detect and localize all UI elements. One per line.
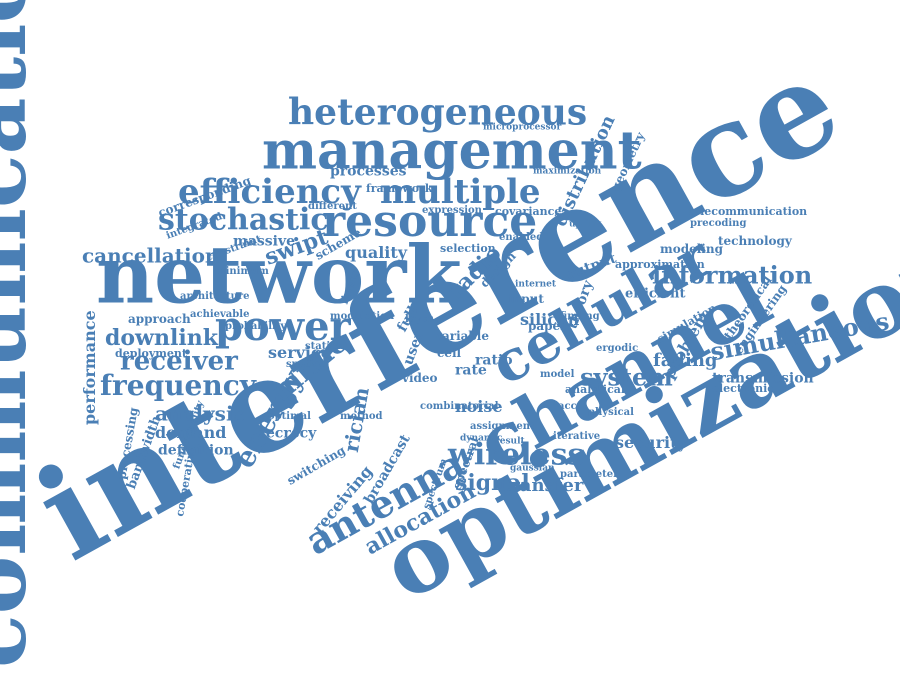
word-microprocessor: microprocessor xyxy=(483,122,562,133)
word-result: result xyxy=(495,436,525,447)
word-electronic: electronic xyxy=(712,381,774,395)
word-architecture: architecture xyxy=(180,290,250,302)
word-heterogeneous: heterogeneous xyxy=(288,91,588,134)
word-combinatorial: combinatorial xyxy=(420,400,499,412)
word-spatial: spatial xyxy=(286,358,324,370)
word-achievable: achievable xyxy=(190,308,250,320)
word-receiver: receiver xyxy=(120,346,238,377)
word-power: power xyxy=(215,303,351,351)
word-demand: demand xyxy=(155,422,227,442)
word-cancellation: cancellation xyxy=(82,243,220,268)
word-assignment: assignment xyxy=(470,420,535,432)
word-internet: internet xyxy=(515,279,557,290)
word-maximization: maximization xyxy=(533,166,602,177)
word-cell: cell xyxy=(437,346,462,361)
word-deployment: deployment xyxy=(115,346,188,360)
word-parameter: parameter xyxy=(560,468,619,480)
word-communication: communication xyxy=(0,0,46,668)
word-secrecy: secrecy xyxy=(258,425,317,442)
word-enabled: enabled xyxy=(499,231,544,243)
word-minimum: minimum xyxy=(215,265,269,277)
word-finding: finding xyxy=(560,310,600,322)
word-frequency: frequency xyxy=(100,369,257,403)
word-acc: acc xyxy=(558,400,577,412)
word-stochastic: stochastic xyxy=(158,202,329,238)
word-modeling: modeling xyxy=(660,242,723,257)
word-downlink: downlink xyxy=(105,324,218,351)
word-security: security xyxy=(615,432,687,452)
word-variable: variable xyxy=(435,329,489,344)
word-analysis: analysis xyxy=(155,401,245,426)
word-efficiency: efficiency xyxy=(178,172,361,213)
word-performance: performance xyxy=(79,310,99,425)
word-probability: probability xyxy=(225,320,287,332)
word-fading: fading xyxy=(653,350,718,372)
word-approximation: approximation xyxy=(615,257,705,271)
word-noise: noise xyxy=(455,396,503,416)
word-definition: definition xyxy=(158,442,234,459)
word-physical: physical xyxy=(588,406,634,418)
word-massive: massive xyxy=(233,233,296,250)
word-input: input xyxy=(508,292,544,307)
word-uplink: uplink xyxy=(569,219,602,230)
word-different: different xyxy=(308,200,357,212)
word-ratio: ratio xyxy=(475,352,513,369)
word-dynamic: dynamic xyxy=(460,433,503,444)
word-optimal: optimal xyxy=(268,410,311,422)
word-iterative: iterative xyxy=(553,430,601,442)
word-ergodic: ergodic xyxy=(596,342,639,354)
word-rate: rate xyxy=(455,362,487,379)
word-processes: processes xyxy=(330,163,407,180)
word-network: network xyxy=(96,227,462,322)
word-wireless: wireless xyxy=(448,437,585,473)
word-multiple: multiple xyxy=(380,172,541,213)
word-layer: layer xyxy=(405,313,433,325)
word-framework: framework xyxy=(366,181,433,195)
word-signal: signal xyxy=(455,469,530,496)
word-model: model xyxy=(540,368,575,380)
word-management: management xyxy=(262,120,642,182)
word-efficient: efficient xyxy=(625,286,686,302)
word-system: system xyxy=(580,362,673,392)
word-information: information xyxy=(652,260,813,290)
word-resource: resource xyxy=(322,195,538,247)
word-transmission: transmission xyxy=(712,370,814,387)
word-telecommunication: telecommunication xyxy=(688,204,808,218)
word-approach: approach xyxy=(128,312,191,327)
word-modulation: modulation xyxy=(330,310,395,322)
word-gaussian: gaussian xyxy=(510,463,555,474)
word-selection: selection xyxy=(440,241,496,255)
word-expression: expression xyxy=(422,204,482,216)
word-quality: quality xyxy=(345,242,408,262)
word-service: service xyxy=(268,342,331,362)
word-precoding: precoding xyxy=(690,217,747,229)
word-silicon: silicon xyxy=(520,309,580,329)
word-video: video xyxy=(402,371,438,386)
word-paper: paper xyxy=(528,319,567,334)
word-station: station xyxy=(305,340,345,352)
word-transfer: transfer xyxy=(502,475,584,497)
word-analytical: analytical xyxy=(565,382,626,396)
word-technology: technology xyxy=(718,234,792,249)
word-covariance: covariance xyxy=(495,204,562,218)
word-method: method xyxy=(340,410,383,422)
